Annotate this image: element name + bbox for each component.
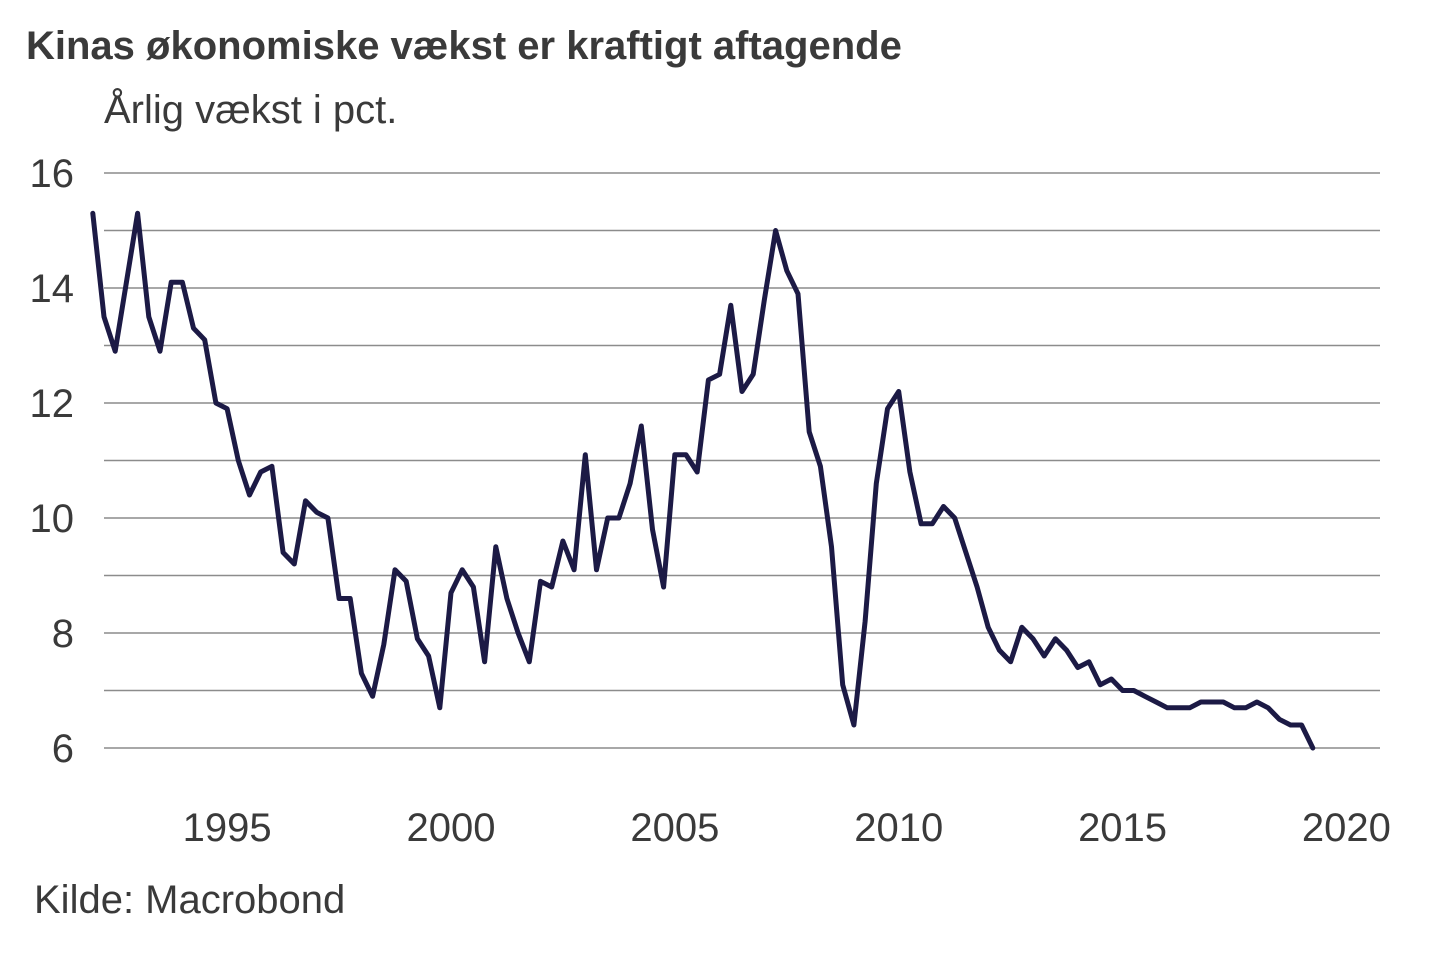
y-axis-ticks: 6 8 10 12 14 16 [30, 152, 75, 771]
y-tick-label: 8 [52, 612, 74, 656]
x-tick-label: 2010 [854, 806, 943, 850]
x-tick-label: 2005 [630, 806, 719, 850]
x-axis-ticks: 1995 2000 2005 2010 2015 2020 [183, 806, 1391, 850]
y-tick-label: 10 [30, 497, 75, 541]
y-tick-label: 14 [30, 267, 75, 311]
series-layer [90, 210, 1316, 751]
y-tick-label: 16 [30, 152, 75, 196]
gridlines [104, 172, 1380, 749]
x-tick-label: 2000 [406, 806, 495, 850]
y-tick-label: 12 [30, 382, 75, 426]
x-tick-label: 2020 [1302, 806, 1391, 850]
x-tick-label: 2015 [1078, 806, 1167, 850]
source-note: Kilde: Macrobond [34, 878, 346, 922]
chart-title: Kinas økonomiske vækst er kraftigt aftag… [26, 24, 902, 68]
x-tick-label: 1995 [183, 806, 272, 850]
y-axis-unit-label: Årlig vækst i pct. [104, 88, 398, 132]
series-line [90, 210, 1316, 751]
y-tick-label: 6 [52, 727, 74, 771]
